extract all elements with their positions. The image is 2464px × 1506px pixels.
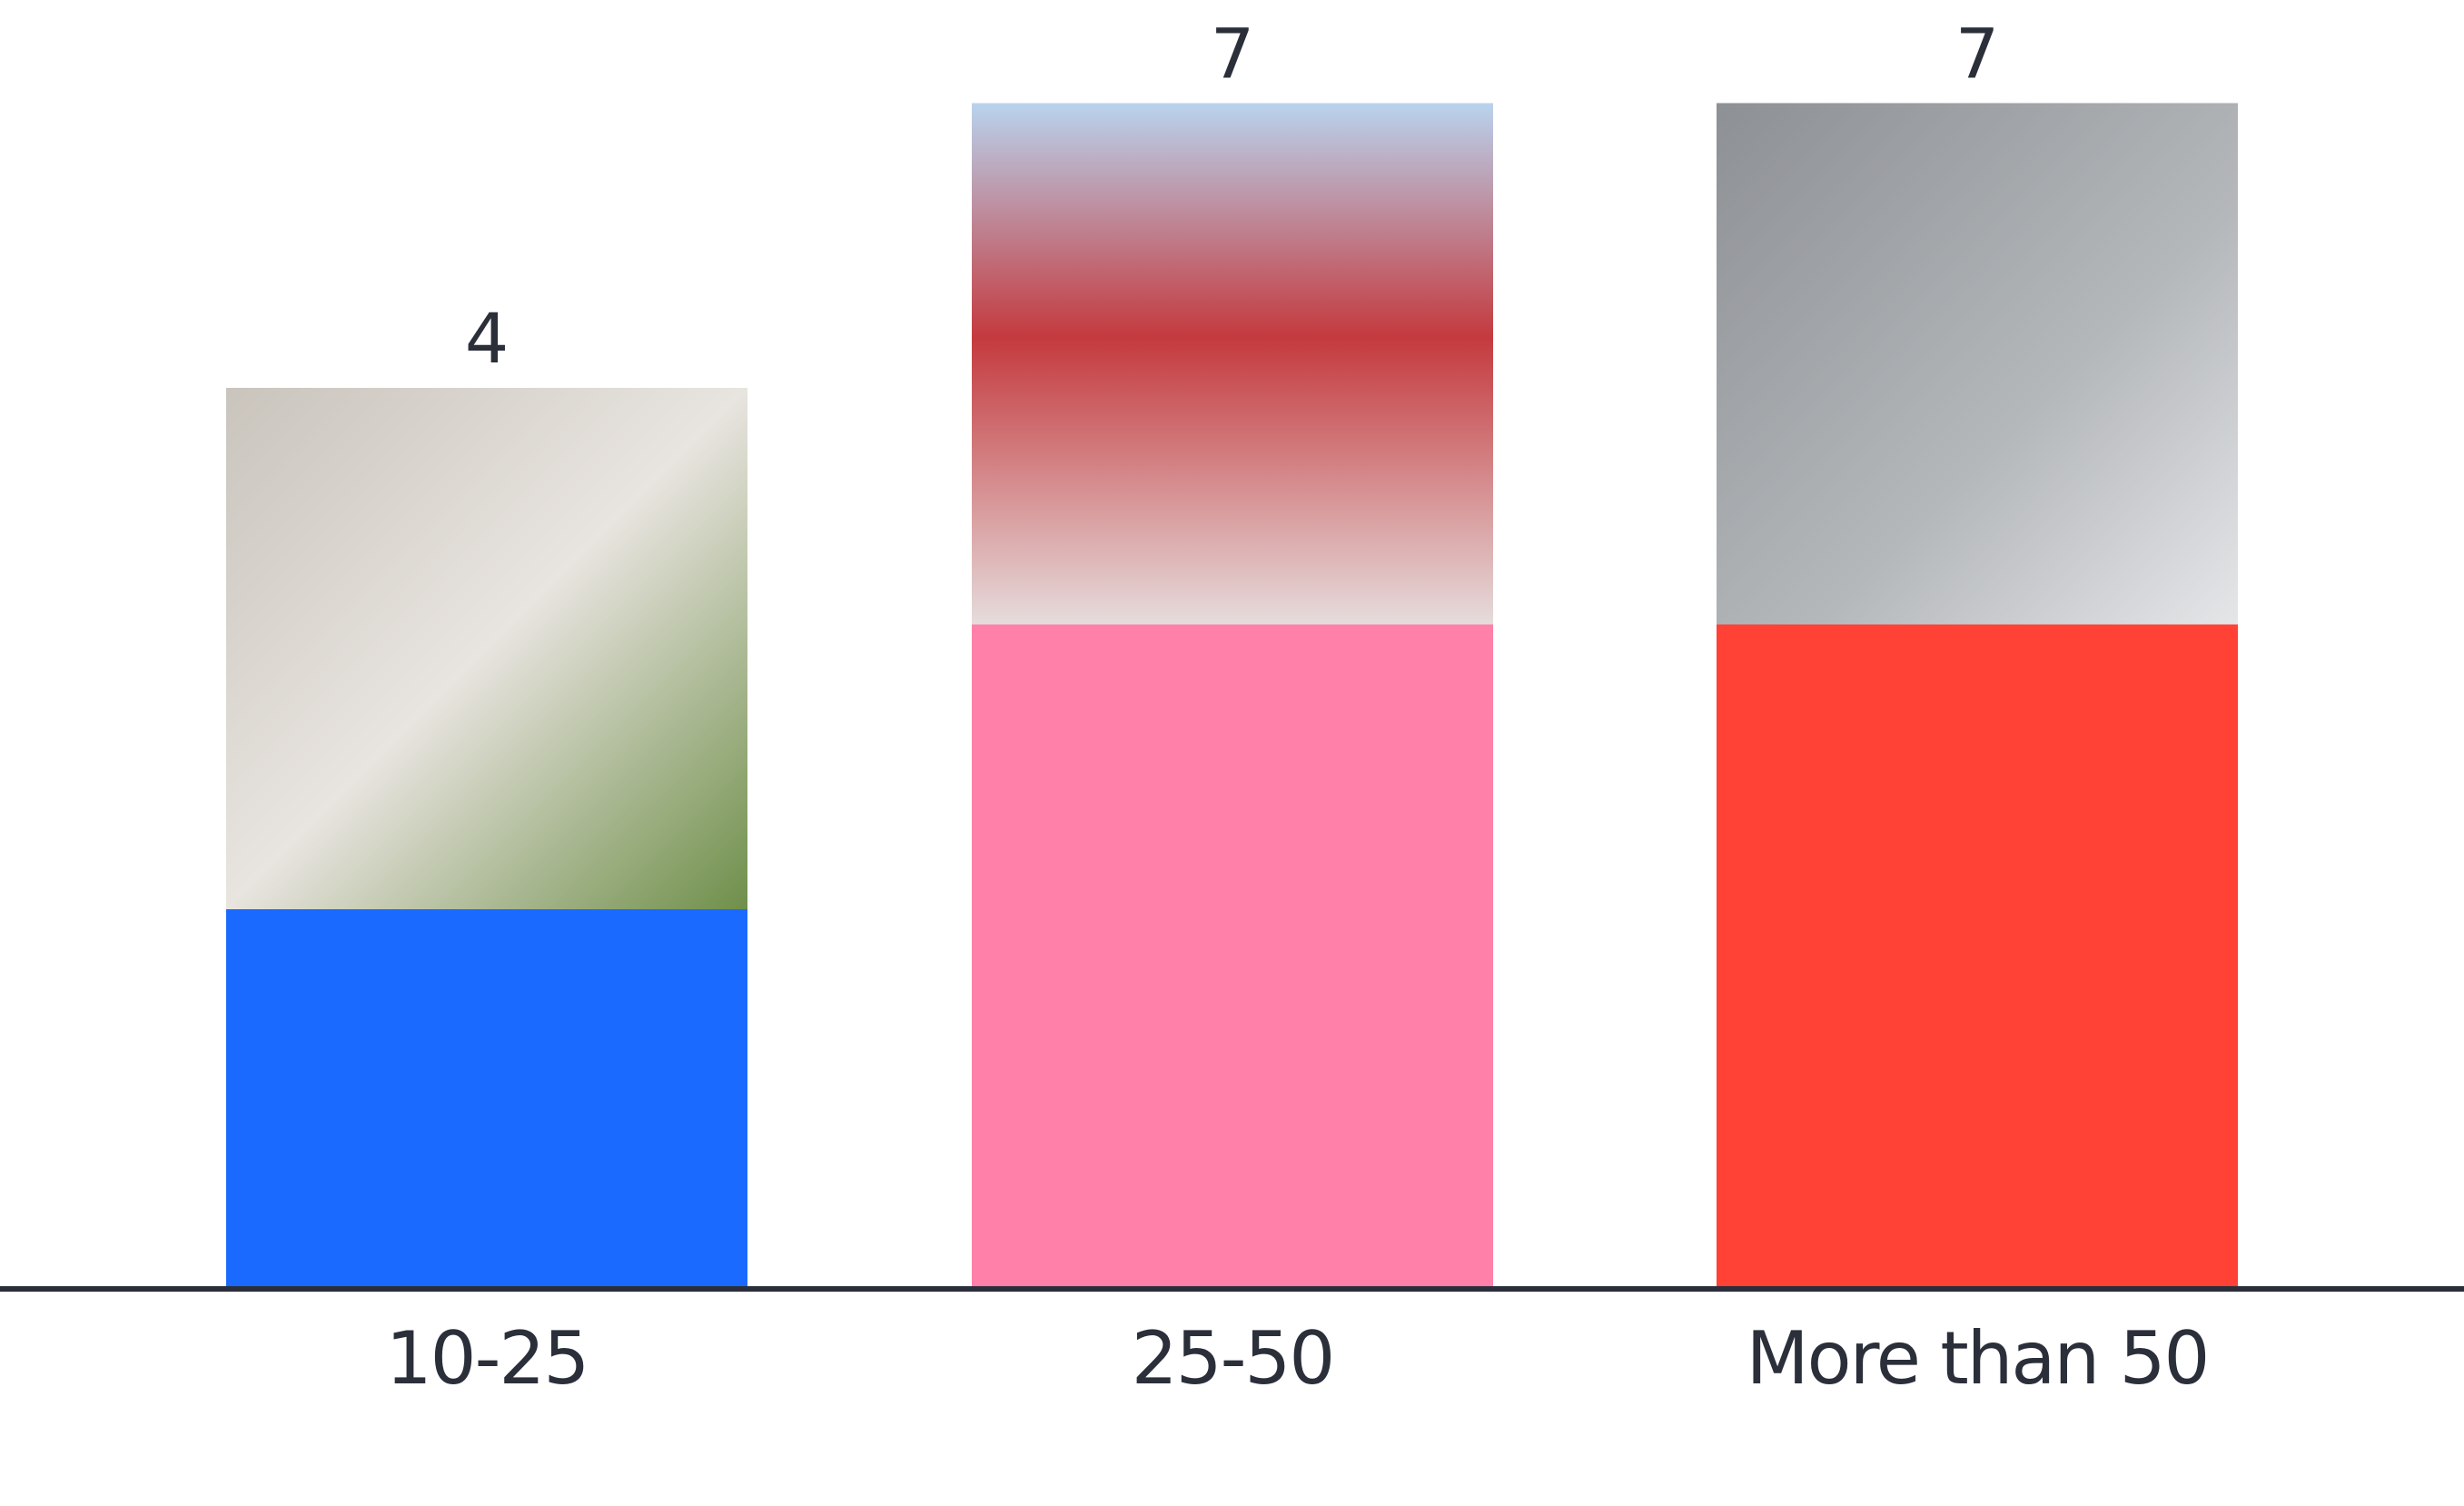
x-tick-label: More than 50 bbox=[1746, 1316, 2211, 1401]
x-tick-label: 25-50 bbox=[1131, 1316, 1335, 1401]
bar bbox=[972, 624, 1493, 1289]
value-label: 4 bbox=[465, 298, 509, 379]
bar-image bbox=[972, 103, 1493, 625]
value-label: 7 bbox=[1211, 14, 1254, 94]
bar-image bbox=[1717, 103, 2238, 625]
x-tick-label: 10-25 bbox=[385, 1316, 589, 1401]
bar bbox=[226, 909, 747, 1289]
bar bbox=[1717, 624, 2238, 1289]
value-label: 7 bbox=[1955, 14, 1999, 94]
bar-image bbox=[226, 388, 747, 909]
